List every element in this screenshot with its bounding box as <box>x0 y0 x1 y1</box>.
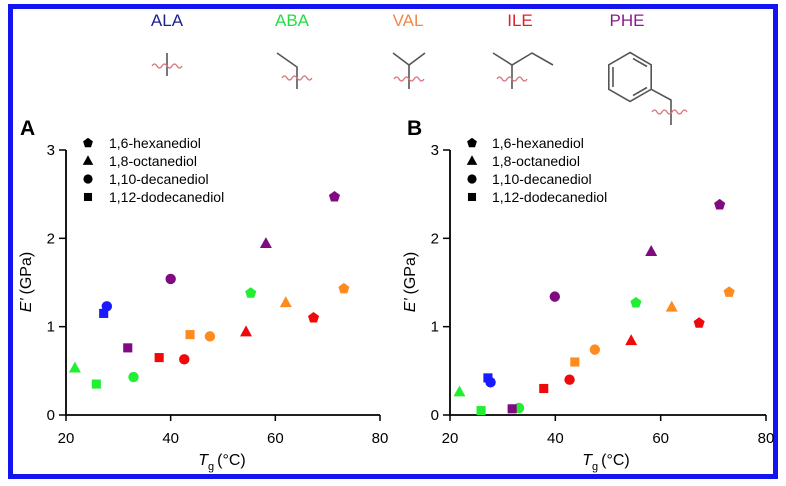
ticks-b: 0 1 2 3 20 40 60 80 <box>431 142 775 447</box>
legend-label: 1,6-hexanediol <box>492 135 584 151</box>
legend-b: 1,6-hexanediol 1,8-octanediol 1,10-decaned… <box>466 135 607 205</box>
figure-frame <box>8 4 778 479</box>
data-point-val-circle <box>204 331 216 342</box>
x-axis-title-b: Tg (°C) <box>582 452 630 473</box>
y-axis-title-a: E'(GPa) <box>18 252 35 312</box>
data-point-phe-square <box>123 343 133 353</box>
data-point-phe-triangle <box>645 245 658 256</box>
y-tick-label: 2 <box>47 230 55 247</box>
data-point-aba-square <box>91 379 101 389</box>
chart-panel-b: B 0 1 2 3 20 40 60 80 1,6-hexanediol 1,8-octaned… <box>402 117 774 473</box>
data-point-ile-circle <box>179 354 190 365</box>
label-ala: ALA <box>151 11 184 30</box>
legend-label: 1,6-hexanediol <box>109 135 201 151</box>
data-point-aba-square <box>476 406 486 416</box>
data-point-phe-pentagon <box>328 191 340 202</box>
legend-marker-triangle <box>466 155 478 165</box>
panel-label-a: A <box>20 117 35 140</box>
legend-label: 1,12-dodecanediol <box>492 189 607 205</box>
points-b <box>453 198 735 416</box>
legend-a: 1,6-hexanediol 1,8-octanediol 1,10-decaned… <box>82 135 224 205</box>
legend-marker-pentagon <box>83 137 93 148</box>
y-tick-label: 0 <box>47 407 55 424</box>
x-axis-title-a: Tg (°C) <box>198 452 246 473</box>
data-point-val-square <box>570 357 580 367</box>
y-tick-label: 0 <box>431 407 439 424</box>
x-tick-label: 60 <box>267 430 284 447</box>
data-point-val-triangle <box>279 296 292 308</box>
data-point-ile-triangle <box>240 325 253 337</box>
data-point-phe-square <box>507 404 517 414</box>
structure-ile <box>492 52 554 89</box>
data-point-aba-pentagon <box>245 287 257 298</box>
amino-acid-labels: ALA ABA VAL ILE PHE <box>151 11 645 30</box>
x-tick-label: 40 <box>547 430 564 447</box>
y-tick-label: 3 <box>431 142 439 159</box>
panel-label-b: B <box>407 117 422 140</box>
data-point-val-pentagon <box>338 282 350 294</box>
legend-label: 1,8-octanediol <box>109 153 197 169</box>
data-point-aba-circle <box>128 371 139 383</box>
data-point-phe-pentagon <box>714 198 726 210</box>
data-point-aba-triangle <box>453 385 466 397</box>
label-ile: ILE <box>507 11 533 30</box>
data-point-ile-square <box>154 353 164 363</box>
x-tick-label: 40 <box>162 430 179 447</box>
label-phe: PHE <box>610 11 645 30</box>
y-tick-label: 1 <box>431 319 439 336</box>
label-aba: ABA <box>275 11 310 30</box>
legend-label: 1,10-decanediol <box>109 171 209 187</box>
data-point-ala-circle <box>485 377 496 388</box>
x-tick-label: 20 <box>442 430 459 447</box>
data-point-ile-pentagon <box>693 317 705 328</box>
y-axis-title-b: E'(GPa) <box>402 252 419 312</box>
legend-label: 1,8-octanediol <box>492 153 580 169</box>
ticks-a: 0 1 2 3 20 40 60 80 <box>47 142 389 447</box>
data-point-ala-circle <box>101 301 113 312</box>
data-point-val-pentagon <box>723 286 735 297</box>
chart-panel-a: A 0 1 2 3 20 40 60 80 1,6-hexanediol 1,8-octaned… <box>18 117 388 473</box>
structure-phe <box>607 51 688 125</box>
y-tick-label: 3 <box>47 142 55 159</box>
data-point-ile-triangle <box>625 334 638 346</box>
structure-aba <box>276 52 313 89</box>
x-tick-label: 80 <box>372 430 389 447</box>
data-point-phe-triangle <box>259 237 272 249</box>
legend-marker-circle <box>467 174 477 184</box>
data-point-ala-square <box>99 308 109 318</box>
legend-marker-square <box>83 192 93 202</box>
legend-marker-circle <box>83 174 93 184</box>
y-tick-label: 2 <box>431 230 439 247</box>
legend-label: 1,12-dodecanediol <box>109 189 224 205</box>
data-point-phe-circle <box>165 273 176 285</box>
data-point-val-square <box>185 330 195 340</box>
data-point-aba-pentagon <box>630 297 642 308</box>
structure-val <box>392 52 426 89</box>
y-tick-label: 1 <box>47 319 55 336</box>
label-val: VAL <box>393 11 424 30</box>
structure-ala <box>151 53 183 76</box>
data-point-val-triangle <box>665 300 678 312</box>
x-tick-label: 60 <box>652 430 669 447</box>
legend-marker-triangle <box>82 155 94 165</box>
legend-marker-square <box>467 192 477 202</box>
side-chain-structures <box>151 51 688 125</box>
data-point-ile-pentagon <box>308 312 320 323</box>
data-point-ile-square <box>539 383 549 394</box>
x-tick-label: 80 <box>758 430 775 447</box>
data-point-phe-circle <box>549 291 561 302</box>
points-a <box>68 191 350 389</box>
data-point-aba-triangle <box>68 361 81 373</box>
data-point-ile-circle <box>564 374 575 385</box>
legend-label: 1,10-decanediol <box>492 171 592 187</box>
x-tick-label: 20 <box>58 430 75 447</box>
data-point-val-circle <box>589 344 601 355</box>
legend-marker-pentagon <box>467 137 477 148</box>
